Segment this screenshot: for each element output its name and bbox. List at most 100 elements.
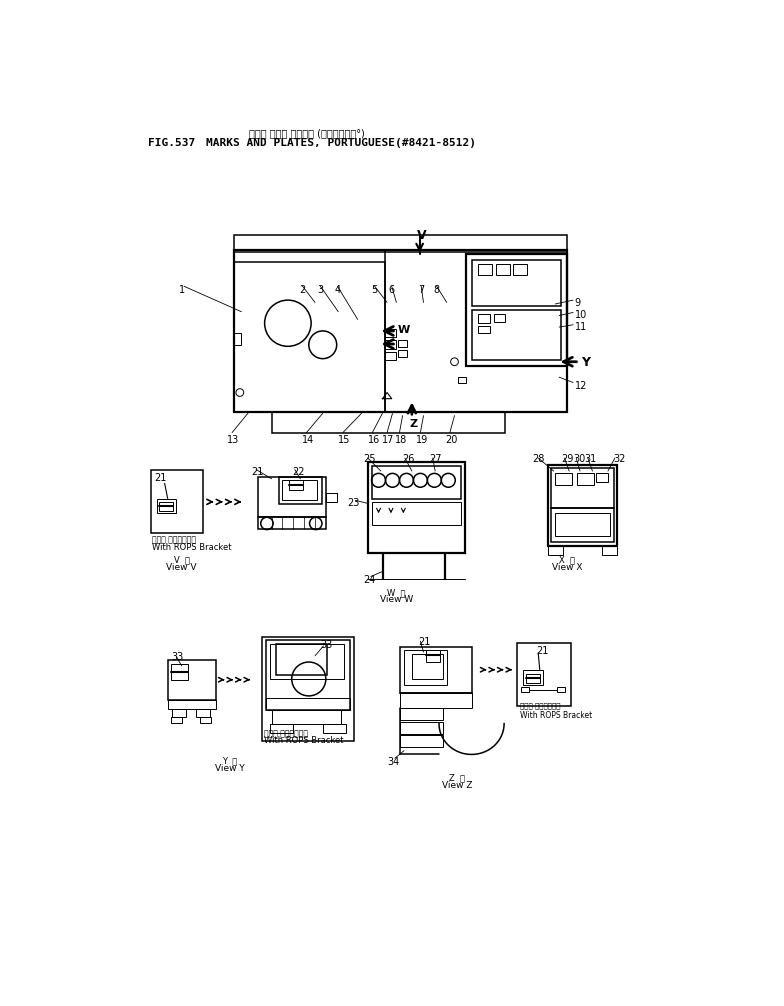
Text: V: V xyxy=(416,229,426,242)
Text: 1: 1 xyxy=(180,285,186,295)
Bar xyxy=(398,340,407,347)
Text: 6: 6 xyxy=(389,285,395,295)
Bar xyxy=(477,314,490,323)
Bar xyxy=(234,234,567,252)
Text: 10: 10 xyxy=(575,310,587,320)
Text: Z  矢: Z 矢 xyxy=(448,774,465,783)
Bar xyxy=(234,333,241,345)
Text: View X: View X xyxy=(552,562,583,571)
Bar xyxy=(151,470,203,532)
Text: 21: 21 xyxy=(536,646,548,656)
Bar xyxy=(466,254,567,365)
Text: 26: 26 xyxy=(401,454,414,464)
Bar xyxy=(602,546,617,555)
Text: View V: View V xyxy=(166,562,197,571)
Text: 21: 21 xyxy=(252,467,264,477)
Text: 21: 21 xyxy=(154,473,166,483)
Text: W: W xyxy=(398,325,410,335)
Bar xyxy=(157,499,176,513)
Bar xyxy=(323,723,346,732)
Text: 23: 23 xyxy=(347,498,360,508)
Text: V  矢: V 矢 xyxy=(174,555,190,564)
Bar xyxy=(279,477,322,504)
Text: With ROPS Bracket: With ROPS Bracket xyxy=(152,542,232,551)
Bar xyxy=(514,264,528,275)
Text: Z: Z xyxy=(409,420,418,430)
Bar xyxy=(168,660,216,700)
Bar xyxy=(547,465,617,546)
Bar xyxy=(555,513,609,536)
Bar xyxy=(258,517,326,529)
Bar xyxy=(426,651,440,662)
Text: X  矢: X 矢 xyxy=(559,555,575,564)
Bar xyxy=(385,329,396,337)
Text: 31: 31 xyxy=(585,454,597,464)
Bar xyxy=(326,493,337,502)
Bar xyxy=(267,641,350,710)
Bar xyxy=(495,264,510,275)
Text: 33: 33 xyxy=(321,641,332,651)
Bar xyxy=(521,687,529,692)
Bar xyxy=(472,310,561,360)
Text: Y  矢: Y 矢 xyxy=(222,757,238,766)
Bar xyxy=(555,473,572,485)
Bar xyxy=(270,723,293,732)
Bar xyxy=(398,350,407,357)
Bar xyxy=(272,411,505,434)
Text: 7: 7 xyxy=(418,285,424,295)
Bar xyxy=(263,637,354,740)
Bar xyxy=(557,687,564,692)
Bar xyxy=(234,262,385,411)
Bar xyxy=(200,716,211,723)
Text: ロプス ブラケット付: ロプス ブラケット付 xyxy=(152,536,196,545)
Bar xyxy=(171,664,188,680)
Text: 28: 28 xyxy=(532,454,544,464)
Bar xyxy=(550,468,614,508)
Text: With ROPS Bracket: With ROPS Bracket xyxy=(520,710,592,719)
Bar xyxy=(385,340,396,349)
Text: マーク オヨビ プレート (ボルトガルコ°): マーク オヨビ プレート (ボルトガルコ°) xyxy=(249,129,365,139)
Text: 33: 33 xyxy=(172,652,184,662)
Text: 11: 11 xyxy=(575,323,587,332)
Bar xyxy=(401,693,471,708)
Text: 14: 14 xyxy=(302,435,314,445)
Bar xyxy=(289,480,303,490)
Text: FIG.537: FIG.537 xyxy=(148,138,196,148)
Text: 19: 19 xyxy=(416,435,428,445)
Text: 2: 2 xyxy=(299,285,306,295)
Bar xyxy=(276,644,327,675)
Text: 30: 30 xyxy=(573,454,586,464)
Bar xyxy=(282,480,318,500)
Text: 13: 13 xyxy=(227,435,240,445)
Text: MARKS AND PLATES, PORTUGUESE(#8421-8512): MARKS AND PLATES, PORTUGUESE(#8421-8512) xyxy=(206,138,477,148)
Text: Y: Y xyxy=(581,355,590,368)
Text: With ROPS Bracket: With ROPS Bracket xyxy=(264,736,343,745)
Text: 20: 20 xyxy=(445,435,458,445)
Text: 21: 21 xyxy=(418,637,430,647)
Bar xyxy=(401,708,443,719)
Bar xyxy=(477,264,492,275)
Bar xyxy=(258,477,326,517)
Text: 3: 3 xyxy=(318,285,324,295)
Bar xyxy=(547,546,563,555)
Bar xyxy=(550,508,614,542)
Text: 32: 32 xyxy=(613,454,626,464)
Bar xyxy=(168,700,216,709)
Bar xyxy=(517,643,571,706)
Bar xyxy=(172,709,187,716)
Text: ロプス ブラケット付: ロプス ブラケット付 xyxy=(520,703,560,709)
Text: 15: 15 xyxy=(338,435,350,445)
Bar xyxy=(372,502,461,525)
Text: View Z: View Z xyxy=(441,781,472,790)
Bar xyxy=(372,467,461,499)
Text: 9: 9 xyxy=(575,298,581,308)
Bar xyxy=(159,502,173,511)
Bar xyxy=(385,352,396,360)
Bar xyxy=(494,314,505,322)
Bar xyxy=(270,644,343,679)
Text: View Y: View Y xyxy=(215,764,245,773)
Text: 4: 4 xyxy=(334,285,340,295)
Bar xyxy=(404,651,447,685)
Text: 16: 16 xyxy=(368,435,380,445)
Text: 17: 17 xyxy=(383,435,395,445)
